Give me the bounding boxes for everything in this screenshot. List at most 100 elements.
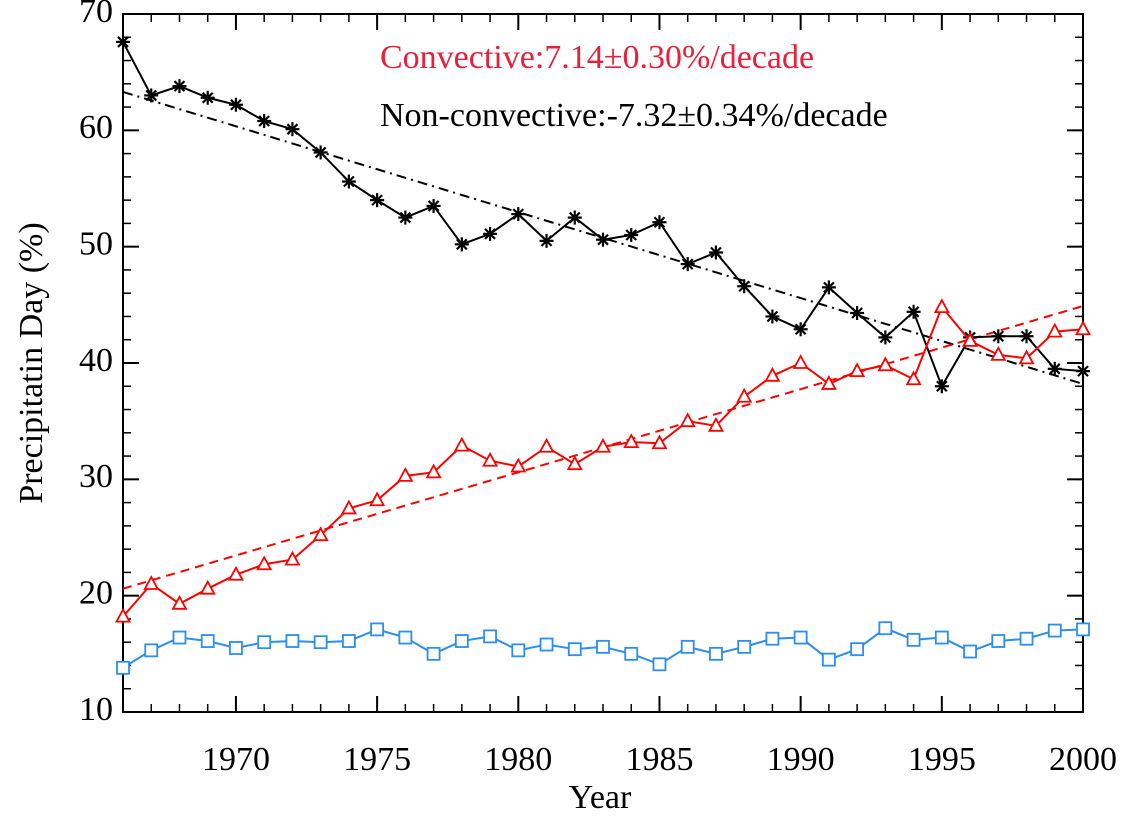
- marker-shape: [990, 345, 1007, 361]
- y-tick-label: 60: [79, 109, 113, 146]
- marker-shape: [340, 499, 357, 515]
- data-point: [200, 634, 215, 648]
- data-point: [397, 466, 414, 482]
- data-point: [850, 305, 865, 320]
- data-point: [257, 635, 272, 650]
- data-point: [624, 228, 639, 243]
- marker-stroke: [738, 280, 750, 292]
- data-point: [652, 215, 667, 230]
- marker-stroke: [427, 200, 440, 212]
- marker-shape: [820, 375, 837, 390]
- data-point: [144, 88, 159, 103]
- data-point: [793, 630, 808, 645]
- marker-shape: [229, 641, 243, 655]
- data-point: [370, 193, 385, 208]
- data-point: [596, 639, 610, 654]
- x-tick-label: 1980: [484, 741, 552, 778]
- data-point: [482, 451, 499, 467]
- marker-stroke: [1020, 330, 1033, 343]
- x-tick-label: 1995: [908, 741, 976, 778]
- data-point: [820, 375, 837, 390]
- data-point: [821, 280, 836, 295]
- data-point: [652, 657, 667, 672]
- data-point: [849, 362, 866, 378]
- marker-shape: [172, 630, 187, 645]
- marker-stroke: [823, 281, 835, 294]
- marker-stroke: [371, 194, 383, 206]
- marker-stroke: [766, 310, 779, 323]
- marker-shape: [199, 579, 216, 595]
- data-point: [679, 412, 696, 428]
- data-point: [483, 226, 498, 241]
- data-point: [284, 550, 301, 566]
- data-point: [171, 594, 188, 610]
- marker-shape: [482, 451, 499, 467]
- marker-shape: [566, 455, 583, 471]
- data-point: [285, 122, 300, 137]
- data-point: [878, 621, 893, 636]
- data-point: [991, 329, 1006, 344]
- data-point: [510, 457, 527, 473]
- data-point: [934, 630, 949, 645]
- marker-stroke: [484, 228, 496, 240]
- marker-stroke: [568, 211, 581, 224]
- marker-stroke: [794, 323, 807, 336]
- marker-stroke: [681, 258, 694, 270]
- data-point: [1076, 622, 1090, 637]
- annotation: Non-convective:-7.32±0.34%/decade: [380, 97, 888, 134]
- data-point: [1019, 631, 1034, 646]
- marker-shape: [934, 630, 949, 645]
- marker-shape: [539, 637, 554, 652]
- marker-shape: [906, 632, 921, 647]
- data-point: [877, 356, 894, 372]
- x-tick-label: 1985: [625, 741, 693, 778]
- marker-shape: [510, 457, 527, 473]
- marker-shape: [877, 356, 894, 372]
- data-point: [737, 279, 752, 294]
- marker-shape: [963, 644, 977, 659]
- data-point: [737, 639, 752, 654]
- marker-shape: [765, 631, 780, 646]
- marker-shape: [116, 660, 130, 675]
- marker-shape: [991, 634, 1006, 648]
- data-point: [144, 643, 159, 658]
- data-point: [143, 575, 160, 590]
- marker-shape: [709, 646, 723, 661]
- marker-shape: [227, 565, 244, 581]
- marker-shape: [624, 646, 639, 661]
- data-point: [116, 660, 130, 675]
- x-axis-label: Year: [569, 779, 632, 816]
- data-point: [707, 416, 724, 432]
- annotation: Convective:7.14±0.30%/decade: [380, 39, 814, 76]
- data-point: [229, 641, 243, 655]
- marker-shape: [821, 652, 836, 667]
- data-point: [991, 634, 1006, 648]
- data-point: [114, 607, 132, 623]
- data-point: [426, 198, 441, 213]
- data-point: [454, 237, 469, 252]
- marker-shape: [652, 657, 667, 672]
- data-point: [256, 555, 273, 571]
- marker-shape: [200, 634, 215, 648]
- marker-shape: [878, 621, 893, 636]
- marker-shape: [793, 630, 808, 645]
- marker-shape: [849, 362, 866, 378]
- data-point: [312, 526, 329, 542]
- y-tick-label: 50: [79, 225, 113, 262]
- y-tick-label: 30: [79, 458, 113, 495]
- data-point: [680, 639, 695, 654]
- data-point: [511, 207, 526, 222]
- data-point: [623, 433, 640, 449]
- marker-shape: [454, 634, 469, 648]
- marker-stroke: [540, 235, 553, 247]
- data-point: [1076, 364, 1090, 379]
- data-point: [765, 309, 780, 324]
- data-point: [200, 90, 215, 105]
- marker-stroke: [851, 307, 863, 319]
- data-point: [624, 646, 639, 661]
- data-point: [765, 631, 780, 646]
- marker-shape: [567, 642, 582, 657]
- data-point: [1019, 329, 1034, 344]
- marker-stroke: [314, 146, 327, 159]
- marker-shape: [792, 354, 809, 369]
